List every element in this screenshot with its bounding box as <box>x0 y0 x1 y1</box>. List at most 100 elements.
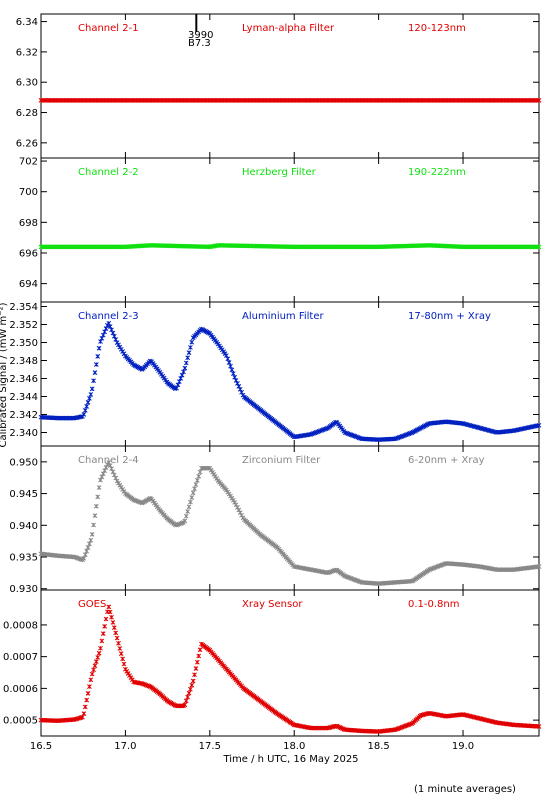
y-tick-label: 2.348 <box>9 356 38 367</box>
data-point <box>189 682 195 688</box>
data-series <box>38 320 542 443</box>
data-point <box>89 531 95 537</box>
data-point <box>536 564 542 569</box>
y-tick-label: 0.0005 <box>3 716 38 727</box>
data-point <box>190 678 196 684</box>
data-point <box>197 647 203 653</box>
data-point <box>92 663 98 669</box>
x-tick-label: 16.5 <box>30 741 52 752</box>
y-tick-label: 0.0006 <box>3 684 38 695</box>
data-series <box>38 242 542 250</box>
data-point <box>82 552 88 558</box>
y-tick-label: 0.945 <box>9 489 38 500</box>
panel-5: 0.0005 0.0006 0.0007 0.0008 GOES Xray Sensor 0… <box>3 589 542 752</box>
data-point <box>189 339 195 345</box>
data-point <box>85 690 91 696</box>
data-point <box>99 638 105 644</box>
panel-label: Herzberg Filter <box>242 167 317 178</box>
data-point <box>96 485 102 490</box>
data-point <box>185 509 190 514</box>
y-tick-label: 0.0008 <box>3 620 38 631</box>
y-tick-label: 0.930 <box>9 584 38 595</box>
data-point <box>194 478 200 483</box>
y-tick-label: 6.28 <box>16 108 38 119</box>
y-tick-label: 6.26 <box>16 138 38 149</box>
data-point <box>186 350 192 355</box>
y-tick-label: 696 <box>19 248 38 259</box>
data-point <box>96 345 102 351</box>
data-point <box>230 371 236 376</box>
data-point <box>91 522 96 528</box>
data-point <box>117 646 123 651</box>
y-tick-label: 2.350 <box>9 338 38 349</box>
x-tick-label: 18.0 <box>283 741 305 752</box>
panel-label: 0.1-0.8nm <box>408 599 460 610</box>
data-point <box>95 494 101 500</box>
data-point <box>536 244 542 250</box>
panel-label: 6-20nm + Xray <box>408 455 485 466</box>
data-point <box>186 690 192 696</box>
data-point <box>185 355 190 361</box>
data-point <box>189 495 195 500</box>
data-point <box>93 659 99 664</box>
y-tick-label: 702 <box>19 157 38 168</box>
data-point <box>226 360 232 365</box>
data-point <box>183 360 189 366</box>
data-point <box>196 653 202 659</box>
data-point <box>192 486 197 492</box>
data-point <box>98 645 103 651</box>
data-point <box>183 513 189 519</box>
data-point <box>110 620 116 625</box>
data-point <box>183 698 189 704</box>
marker-annotation-top: 3990 <box>188 30 213 41</box>
y-tick-label: 0.940 <box>9 521 38 532</box>
y-tick-label: 2.344 <box>9 392 38 403</box>
data-point <box>116 640 121 646</box>
x-tick-label: 17.0 <box>114 741 136 752</box>
data-point <box>92 513 98 518</box>
data-point <box>197 469 203 475</box>
x-tick-label: 17.5 <box>199 741 221 752</box>
x-axis-title: Time / h UTC, 16 May 2025 <box>222 754 358 765</box>
panel-frame <box>40 157 540 303</box>
panel-label: Lyman-alpha Filter <box>242 23 335 34</box>
data-point <box>120 656 125 662</box>
data-point <box>82 704 88 710</box>
y-axis-title: Calibrated Signal / (mW m⁻²) <box>0 302 9 447</box>
data-point <box>225 356 231 362</box>
data-point <box>81 556 87 561</box>
marker-annotation-bottom: B7.3 <box>188 38 211 49</box>
data-point <box>186 504 192 510</box>
data-point <box>88 677 94 683</box>
data-point <box>82 408 88 413</box>
panel-2: 694 696 698 700 702 Channel 2-2 Herzberg Filte… <box>19 157 542 303</box>
data-point <box>192 672 197 678</box>
y-tick-label: 2.354 <box>9 302 38 313</box>
y-tick-label: 6.32 <box>16 47 38 58</box>
footnote: (1 minute averages) <box>414 784 516 795</box>
panel-label: GOES <box>78 599 106 610</box>
x-tick-label: 18.5 <box>367 741 389 752</box>
data-point <box>88 392 94 397</box>
data-point <box>106 604 112 610</box>
data-point <box>81 411 87 417</box>
data-series <box>38 460 542 587</box>
data-point <box>100 631 106 636</box>
data-point <box>87 684 92 689</box>
data-point <box>103 616 109 622</box>
data-series <box>38 604 542 734</box>
data-point <box>182 702 188 708</box>
x-tick-label: 19.0 <box>452 741 474 752</box>
data-point <box>85 400 91 405</box>
panel-1: 6.26 6.28 6.30 6.32 6.34 Channel 2-1 Lyman-alp… <box>16 13 542 159</box>
panel-label: 190-222nm <box>408 167 466 178</box>
data-point <box>84 697 90 703</box>
panel-frame <box>40 13 540 159</box>
data-point <box>107 609 113 615</box>
y-tick-label: 6.34 <box>16 17 38 28</box>
data-point <box>229 367 235 373</box>
data-point <box>121 661 127 667</box>
